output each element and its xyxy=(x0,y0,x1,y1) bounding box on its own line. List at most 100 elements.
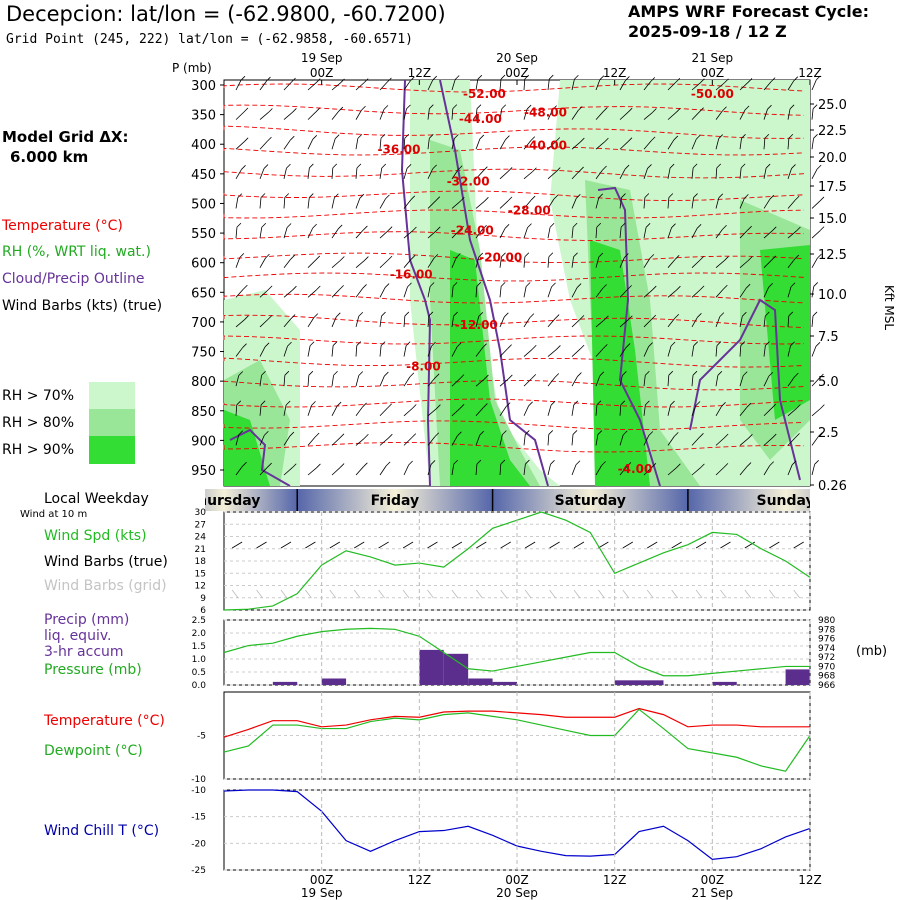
wind-barb-flag xyxy=(692,370,698,376)
wind-tick-label: 27 xyxy=(195,520,206,530)
wind-10m-label: Wind at 10 m xyxy=(20,509,88,520)
wind-barb-flag xyxy=(333,370,338,376)
wind-barb xyxy=(355,167,358,179)
wind-barb-flag xyxy=(338,106,344,112)
wind-barb xyxy=(667,197,670,209)
wind-barb xyxy=(643,81,652,91)
wind-barb-flag xyxy=(554,314,560,319)
precip-label: Precip (mm) xyxy=(44,612,130,628)
pressure-tick-label: 800 xyxy=(191,375,216,390)
wind-barb xyxy=(763,345,766,357)
grid-wind-barb xyxy=(475,589,483,599)
weekday-label: Sunday xyxy=(756,493,814,509)
wind-barb xyxy=(427,408,437,417)
wind-barb-flag xyxy=(747,78,753,83)
wind-barb-flag xyxy=(260,193,266,198)
top-hour-label: 12Z xyxy=(408,66,432,80)
precip-accum-label: 3-hr accum xyxy=(44,644,124,660)
wind-barb-flag xyxy=(552,105,557,110)
wind-barb xyxy=(379,315,382,327)
wind-barb xyxy=(331,228,339,239)
wind-barb-flag xyxy=(412,226,417,232)
wind-barb-flag xyxy=(432,75,438,81)
wind-barb xyxy=(715,375,719,387)
wind-barb xyxy=(355,375,360,387)
wind-barb-flag xyxy=(651,463,657,468)
wind-barb-flag xyxy=(315,107,321,113)
wind-barb xyxy=(763,315,766,327)
wind-barb xyxy=(283,139,291,150)
wind-barb xyxy=(307,82,317,91)
pressure-axis-label: P (mb) xyxy=(172,61,212,75)
wind-barb-flag xyxy=(261,222,267,228)
isotherm-line xyxy=(223,357,805,368)
wind-barb-flag xyxy=(648,431,654,436)
wind-barb-flag xyxy=(242,343,247,348)
rh-shade-10 xyxy=(760,245,810,420)
wind-barb xyxy=(475,170,484,180)
wind-barb xyxy=(643,375,646,387)
wind-barb-flag xyxy=(334,134,340,139)
wind-barb-flag xyxy=(723,433,729,439)
wind-barb-flag xyxy=(240,75,246,81)
wind-barb-flag xyxy=(407,282,412,288)
wind-chill-label: Wind Chill T (°C) xyxy=(44,823,160,839)
legend-rh80: RH > 80% xyxy=(2,415,75,431)
wind-barb xyxy=(691,259,701,268)
wind-barb-flag xyxy=(484,374,489,380)
wind-barb-flag xyxy=(332,341,338,346)
wind-barb-flag xyxy=(385,194,390,200)
pressure-right-tick-label: 978 xyxy=(818,625,835,635)
wind-barb xyxy=(307,405,312,416)
wind-barb xyxy=(667,404,671,416)
wind-barb-flag xyxy=(550,460,555,465)
height-tick-label: 25.0 xyxy=(818,98,847,113)
wind-barb-flag xyxy=(429,104,434,109)
wind-barb-flag xyxy=(358,371,364,376)
isotherm-line xyxy=(223,335,805,345)
wind-barb-flag xyxy=(337,224,343,230)
wind-barb xyxy=(715,406,722,416)
wind-barb-flag xyxy=(746,462,752,467)
wind-barb xyxy=(547,79,550,91)
wind-barb xyxy=(379,437,389,446)
wind-barb-flag xyxy=(268,108,273,113)
wind-barb xyxy=(571,434,574,446)
wind-barb-flag xyxy=(791,164,796,169)
wind-barb xyxy=(379,198,386,209)
wind-barb-flag xyxy=(820,404,825,409)
wind-barb-flag xyxy=(387,226,393,231)
pressure-tick-label: 700 xyxy=(191,316,216,331)
true-wind-barb xyxy=(598,541,609,549)
windchill-tick-label: -15 xyxy=(191,813,206,823)
wind-barb xyxy=(355,466,364,476)
wind-barb xyxy=(715,197,720,209)
wind-barb xyxy=(787,408,797,417)
height-tick-label: 12.5 xyxy=(818,248,847,263)
wind-barb-flag xyxy=(668,193,674,198)
wind-barb xyxy=(787,199,796,209)
wind-barb xyxy=(235,197,239,209)
wind-barb-flag xyxy=(285,400,291,406)
wind-barb-flag xyxy=(531,344,537,350)
wind-barb-flag xyxy=(744,194,749,199)
true-wind-barb xyxy=(402,541,414,549)
true-wind-barb xyxy=(793,541,804,549)
wind-barb xyxy=(475,286,478,298)
wind-barb xyxy=(379,375,385,387)
wind-barb xyxy=(811,79,817,91)
isotherm-label: -24.00 xyxy=(451,223,494,237)
wind-barb-flag xyxy=(459,374,465,379)
wind-barb-flag xyxy=(675,108,681,113)
wind-barb xyxy=(283,289,293,298)
isotherm-line xyxy=(223,104,805,116)
wind-barb-flag xyxy=(264,430,269,436)
wind-barb xyxy=(307,111,317,120)
wind-barb-flag xyxy=(815,342,821,347)
wind-barb xyxy=(331,375,334,387)
top-hour-label: 00Z xyxy=(505,66,529,80)
wind-barb-flag xyxy=(555,137,561,142)
wind-barb-flag xyxy=(531,374,537,379)
wind-barb xyxy=(691,467,701,476)
wind-barb xyxy=(547,318,556,328)
